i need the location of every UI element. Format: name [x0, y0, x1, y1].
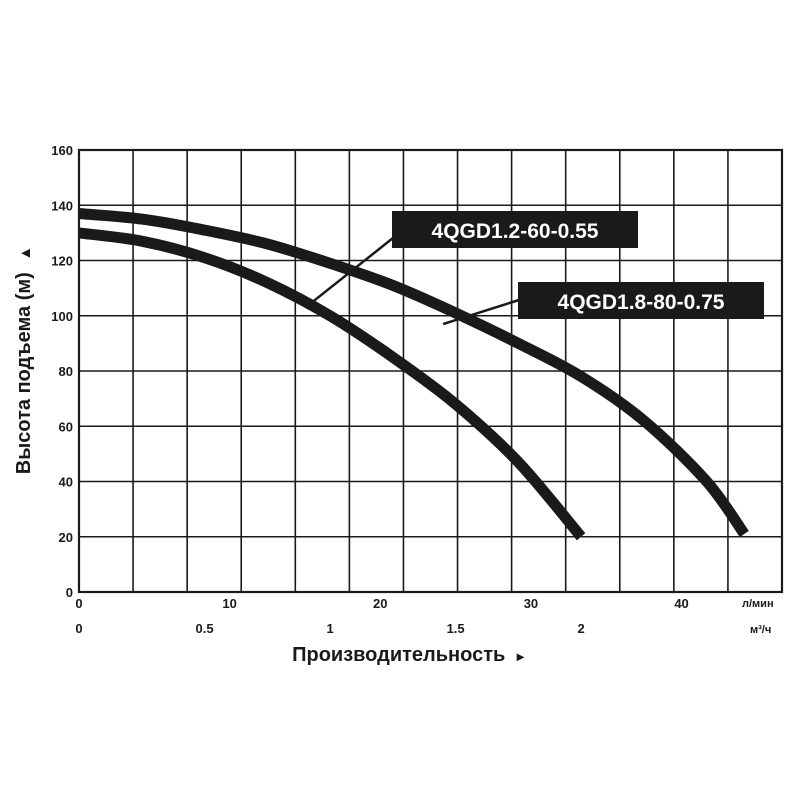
x-tick-label-m3h: 1.5	[447, 621, 465, 636]
y-tick-label: 40	[59, 475, 73, 490]
x-tick-label-lmin: 0	[75, 596, 82, 611]
x-unit-m3h: м³/ч	[750, 624, 771, 636]
leader-line	[442, 298, 520, 326]
y-tick-label: 100	[51, 309, 73, 324]
y-tick-label: 120	[51, 254, 73, 269]
series-label-box	[392, 211, 638, 248]
x-tick-label-m3h: 2	[578, 621, 585, 636]
y-tick-label: 80	[59, 364, 73, 379]
y-axis-title: Высота подъема (м) ▲	[13, 246, 35, 475]
x-tick-label-m3h: 1	[326, 621, 333, 636]
y-tick-label: 20	[59, 530, 73, 545]
y-tick-label: 140	[51, 198, 73, 213]
leader-line	[311, 237, 394, 303]
y-tick-label: 60	[59, 419, 73, 434]
callouts: 4QGD1.2-60-0.55 4QGD1.8-80-0.75	[311, 211, 764, 326]
x-axis-label: Производительность	[292, 644, 505, 666]
x-tick-labels: 0 10 20 30 40 0 0.5 1 1.5 2	[75, 596, 688, 636]
x-tick-label-lmin: 10	[222, 596, 236, 611]
series-label-box	[518, 282, 764, 319]
x-axis-arrow: ▸	[516, 648, 525, 664]
y-axis-arrow: ▲	[17, 246, 34, 261]
x-tick-label-lmin: 20	[373, 596, 387, 611]
x-unit-lmin: л/мин	[742, 598, 774, 610]
series-curve-1	[78, 227, 586, 541]
x-tick-label-lmin: 30	[524, 596, 538, 611]
series-label-text: 4QGD1.8-80-0.75	[558, 291, 725, 314]
x-tick-label-m3h: 0.5	[195, 621, 213, 636]
x-tick-label-m3h: 0	[75, 621, 82, 636]
x-tick-label-lmin: 40	[674, 596, 688, 611]
series-label-1: 4QGD1.2-60-0.55	[311, 211, 638, 303]
series-label-2: 4QGD1.8-80-0.75	[442, 282, 764, 326]
y-tick-label: 160	[51, 143, 73, 158]
series-label-text: 4QGD1.2-60-0.55	[432, 220, 599, 243]
series-curve-2	[78, 208, 749, 538]
curves	[78, 208, 749, 541]
y-axis-label: Высота подъема (м)	[13, 272, 35, 474]
y-tick-label: 0	[66, 585, 73, 600]
y-tick-labels: 0 20 40 60 80 100 120 140 160	[51, 143, 73, 600]
svg-text:Высота подъема (м) ▲: Высота подъема (м) ▲	[13, 246, 35, 475]
x-axis-title: Производительность ▸	[292, 644, 525, 666]
